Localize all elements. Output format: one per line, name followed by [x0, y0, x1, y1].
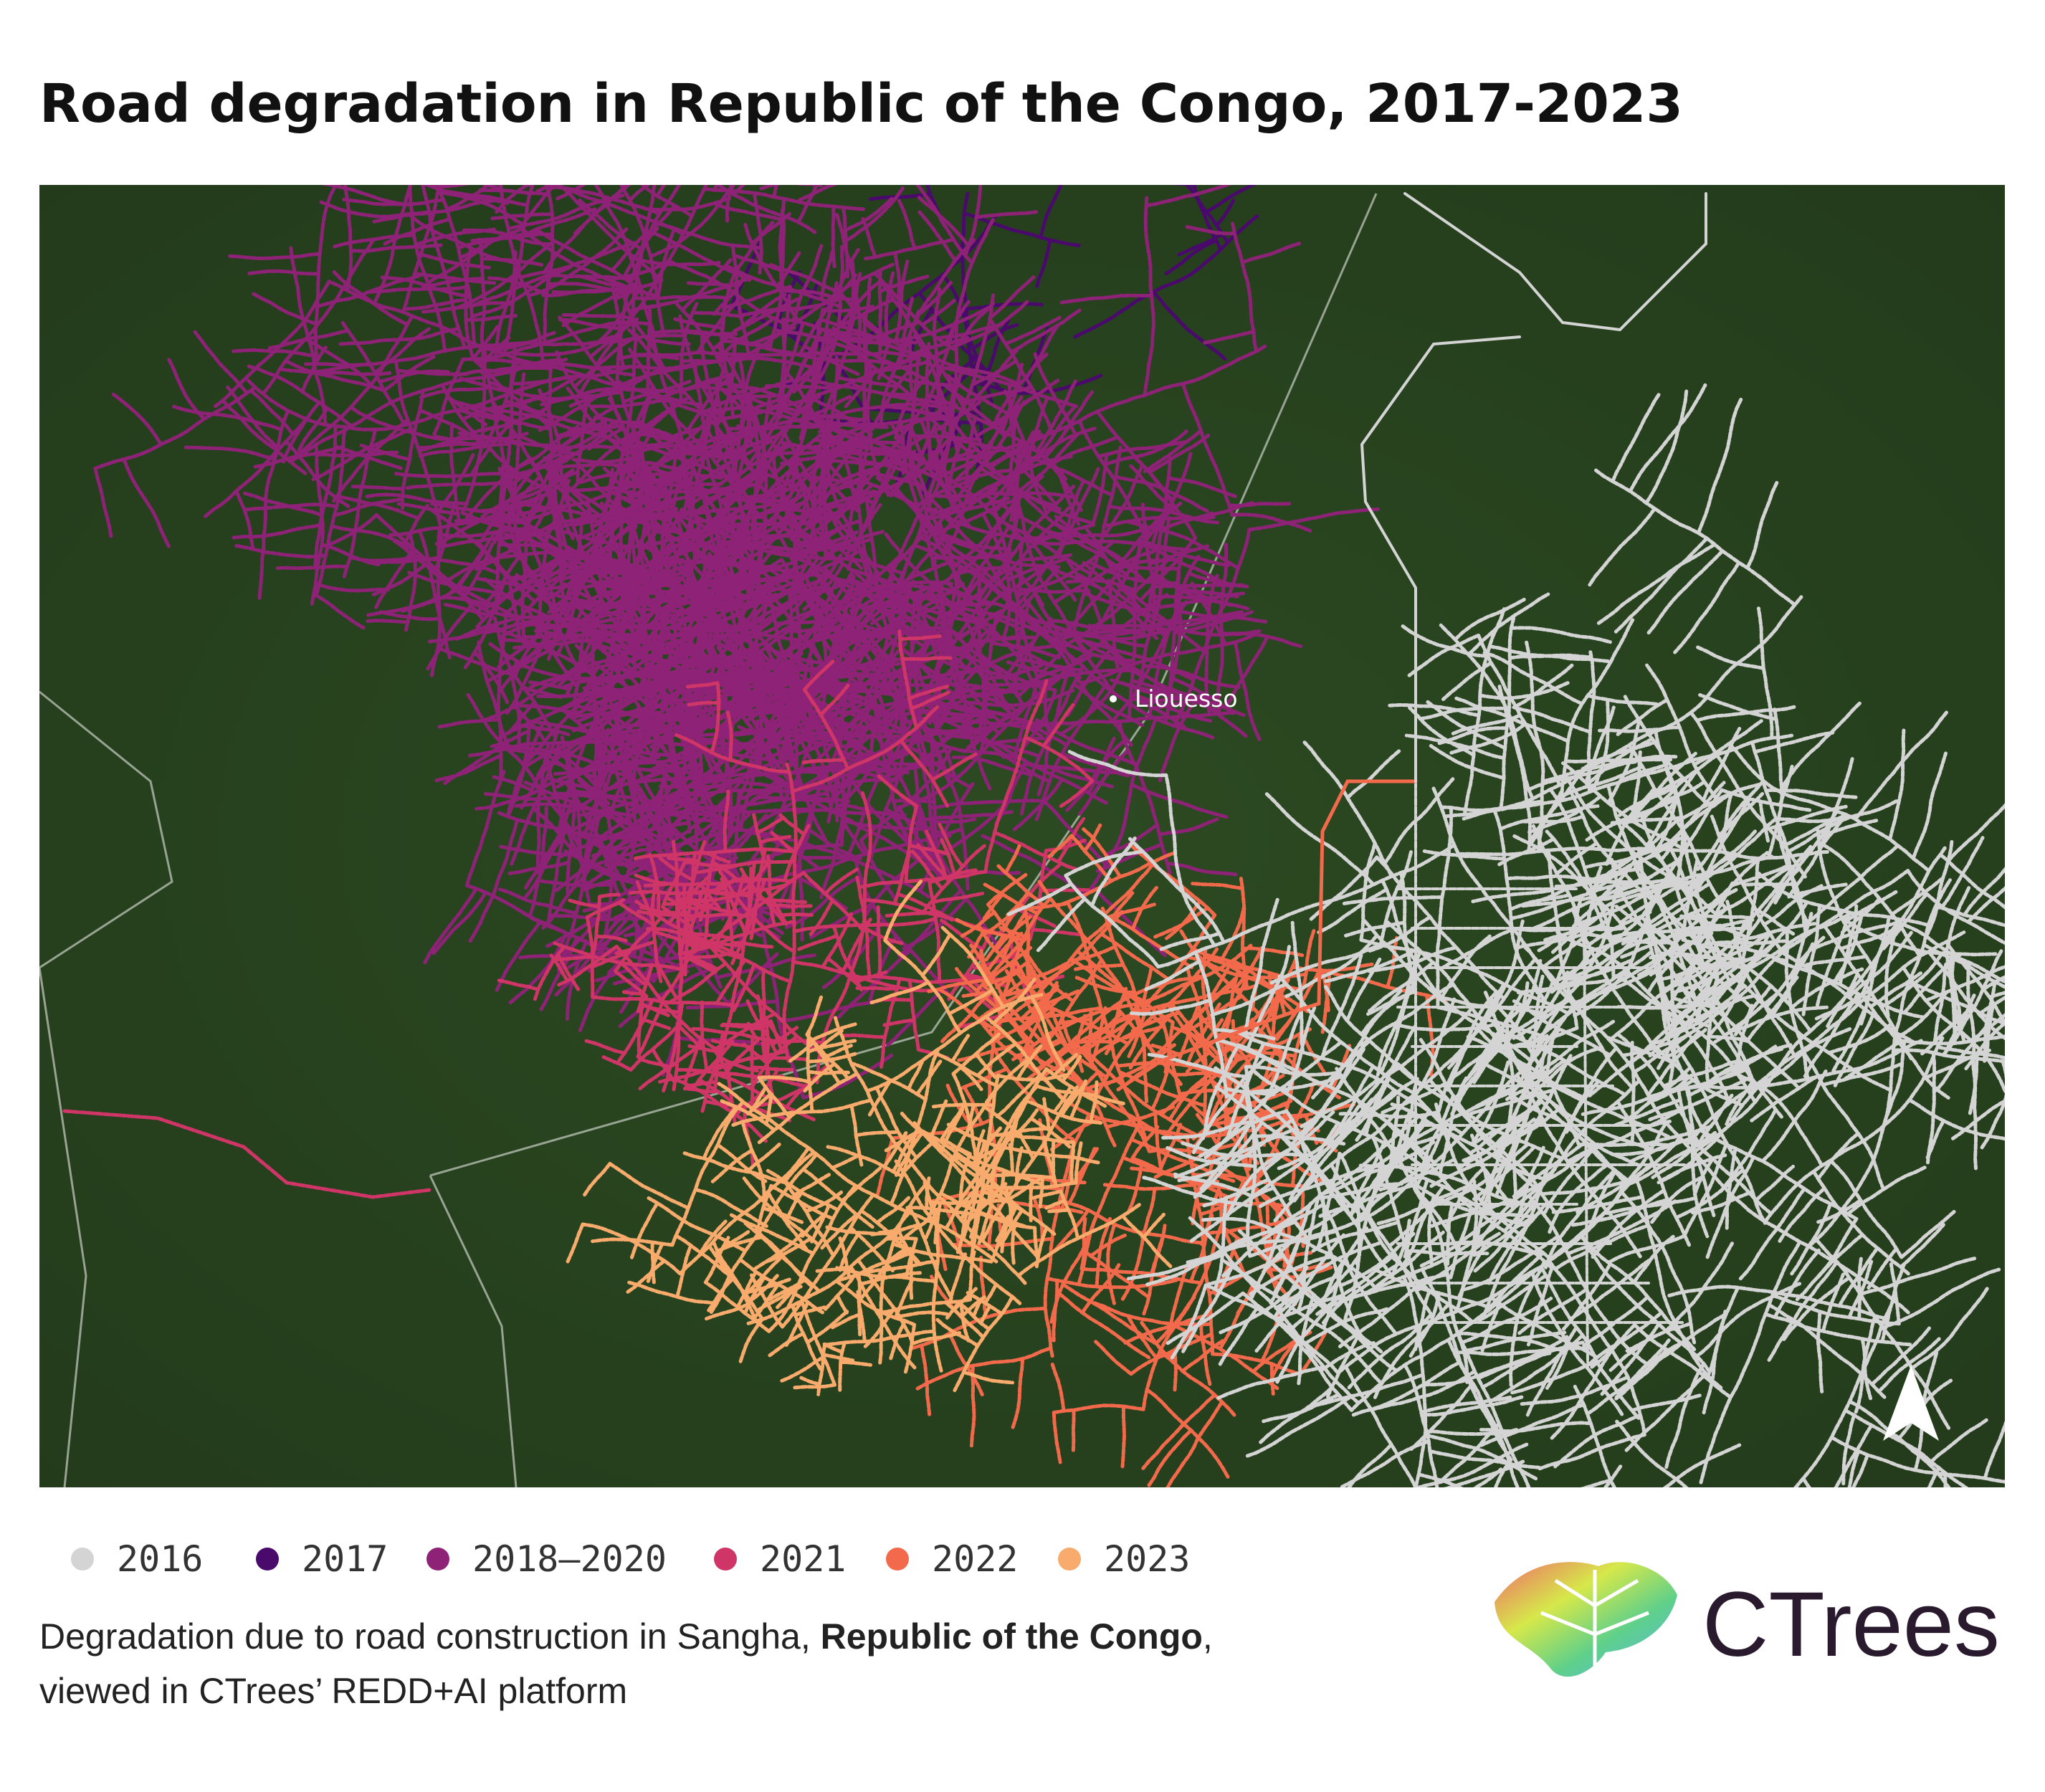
road: [62, 1109, 432, 1199]
legend: 2016 2017 2018–2020 2021 2022 2023: [71, 1538, 1190, 1580]
legend-dot: [426, 1548, 449, 1571]
border-lines: [39, 193, 1378, 1487]
road: [894, 1159, 1022, 1393]
title: Road degradation in Republic of the Cong…: [39, 73, 1683, 135]
place-label: Liouesso: [1135, 685, 1238, 712]
map: Liouesso: [39, 185, 2005, 1487]
caption-text: ,: [1203, 1616, 1213, 1657]
road: [710, 879, 1173, 1365]
road-network: [62, 185, 2005, 1487]
legend-dot: [886, 1548, 909, 1571]
road: [1073, 185, 1259, 363]
road: [904, 679, 1095, 884]
road: [497, 837, 863, 1143]
logo: CTrees: [1495, 1562, 2000, 1677]
legend-label: 2017: [302, 1538, 388, 1580]
caption-bold: Republic of the Congo: [821, 1616, 1203, 1657]
caption-text: Degradation due to road construction in …: [39, 1616, 821, 1657]
road: [1006, 383, 2005, 1487]
legend-label: 2023: [1104, 1538, 1190, 1580]
road: [1116, 779, 1418, 1092]
legend-dot: [1058, 1548, 1081, 1571]
road: [1396, 780, 1686, 1363]
north-arrow: [1883, 1366, 1939, 1441]
caption-line-1: Degradation due to road construction in …: [39, 1616, 1213, 1657]
caption-line-2: viewed in CTrees’ REDD+AI platform: [39, 1671, 627, 1711]
logo-text: CTrees: [1702, 1573, 2000, 1676]
road: [1360, 192, 1707, 783]
legend-label: 2018–2020: [472, 1538, 667, 1580]
legend-dot: [71, 1548, 94, 1571]
legend-dot: [714, 1548, 737, 1571]
logo-veins: [1540, 1570, 1649, 1670]
logo-mark: [1495, 1562, 1677, 1677]
road: [454, 211, 1042, 844]
road: [566, 1032, 1103, 1390]
legend-label: 2022: [932, 1538, 1018, 1580]
legend-label: 2021: [760, 1538, 846, 1580]
legend-dot: [256, 1548, 279, 1571]
road: [799, 1144, 1012, 1396]
place-marker: [1110, 695, 1117, 702]
legend-label: 2016: [117, 1538, 203, 1580]
